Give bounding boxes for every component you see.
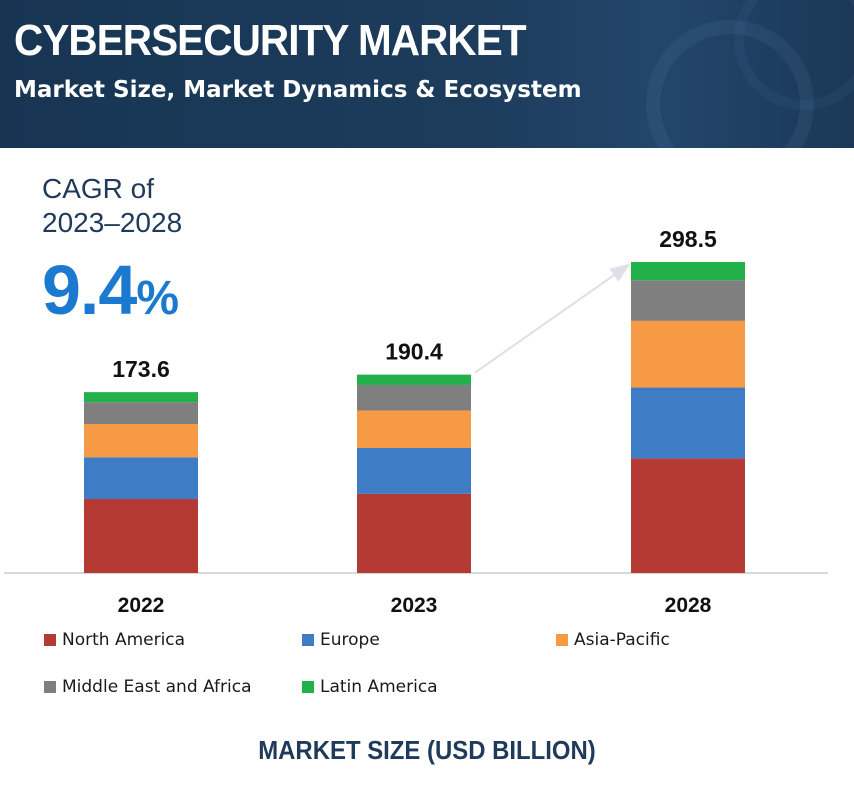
legend-swatch xyxy=(302,634,314,646)
legend-item: Europe xyxy=(302,630,380,650)
bar-segment xyxy=(84,424,198,458)
bar-segment xyxy=(357,410,471,448)
legend-item: Latin America xyxy=(302,677,438,697)
legend-label: Europe xyxy=(320,630,380,650)
decorative-circle xyxy=(734,0,854,110)
legend-swatch xyxy=(44,681,56,693)
bar-total-label: 298.5 xyxy=(659,226,717,252)
legend-swatch xyxy=(556,634,568,646)
chart-subtitle: Market Size, Market Dynamics & Ecosystem xyxy=(14,77,582,103)
cagr-value: 9.4% xyxy=(42,250,179,330)
legend-item: North America xyxy=(44,630,185,650)
bar-segment xyxy=(84,392,198,403)
bar-total-label: 173.6 xyxy=(112,356,170,382)
legend: North America Europe Asia-Pacific Middle Ea… xyxy=(44,630,844,710)
cagr-label: CAGR of 2023–2028 xyxy=(42,173,183,238)
bar-segment xyxy=(357,374,471,385)
bar-segment xyxy=(357,447,471,494)
bar-segment xyxy=(357,384,471,411)
growth-arrow xyxy=(474,263,631,374)
chart-title: CYBERSECURITY MARKET xyxy=(14,16,527,65)
bar-segment xyxy=(631,280,745,321)
x-tick-label: 2028 xyxy=(665,594,712,617)
x-tick-label: 2023 xyxy=(391,594,438,617)
bar-segment xyxy=(631,458,745,573)
bar-total-label: 190.4 xyxy=(385,339,443,365)
legend-label: Middle East and Africa xyxy=(62,677,252,697)
bar-segment xyxy=(631,262,745,281)
bar-segment xyxy=(631,320,745,388)
cagr-percent: % xyxy=(136,272,179,325)
legend-item: Middle East and Africa xyxy=(44,677,252,697)
x-tick-label: 2022 xyxy=(118,594,165,617)
axis-title: MARKET SIZE (USD BILLION) xyxy=(258,735,596,765)
stacked-bar-chart: 173.6 2022 190.4 2023 298.5 2028 xyxy=(4,226,828,617)
bar-segment xyxy=(84,402,198,425)
legend-swatch xyxy=(44,634,56,646)
legend-swatch xyxy=(302,681,314,693)
legend-label: Latin America xyxy=(320,677,438,697)
bar-segment xyxy=(357,493,471,573)
bar-segment xyxy=(84,499,198,573)
bar-segment xyxy=(84,457,198,500)
legend-label: Asia-Pacific xyxy=(574,630,670,650)
header-banner: CYBERSECURITY MARKET Market Size, Market… xyxy=(0,0,854,148)
bar-segment xyxy=(631,387,745,459)
legend-item: Asia-Pacific xyxy=(556,630,670,650)
cagr-number: 9.4 xyxy=(42,251,137,329)
legend-label: North America xyxy=(62,630,186,650)
